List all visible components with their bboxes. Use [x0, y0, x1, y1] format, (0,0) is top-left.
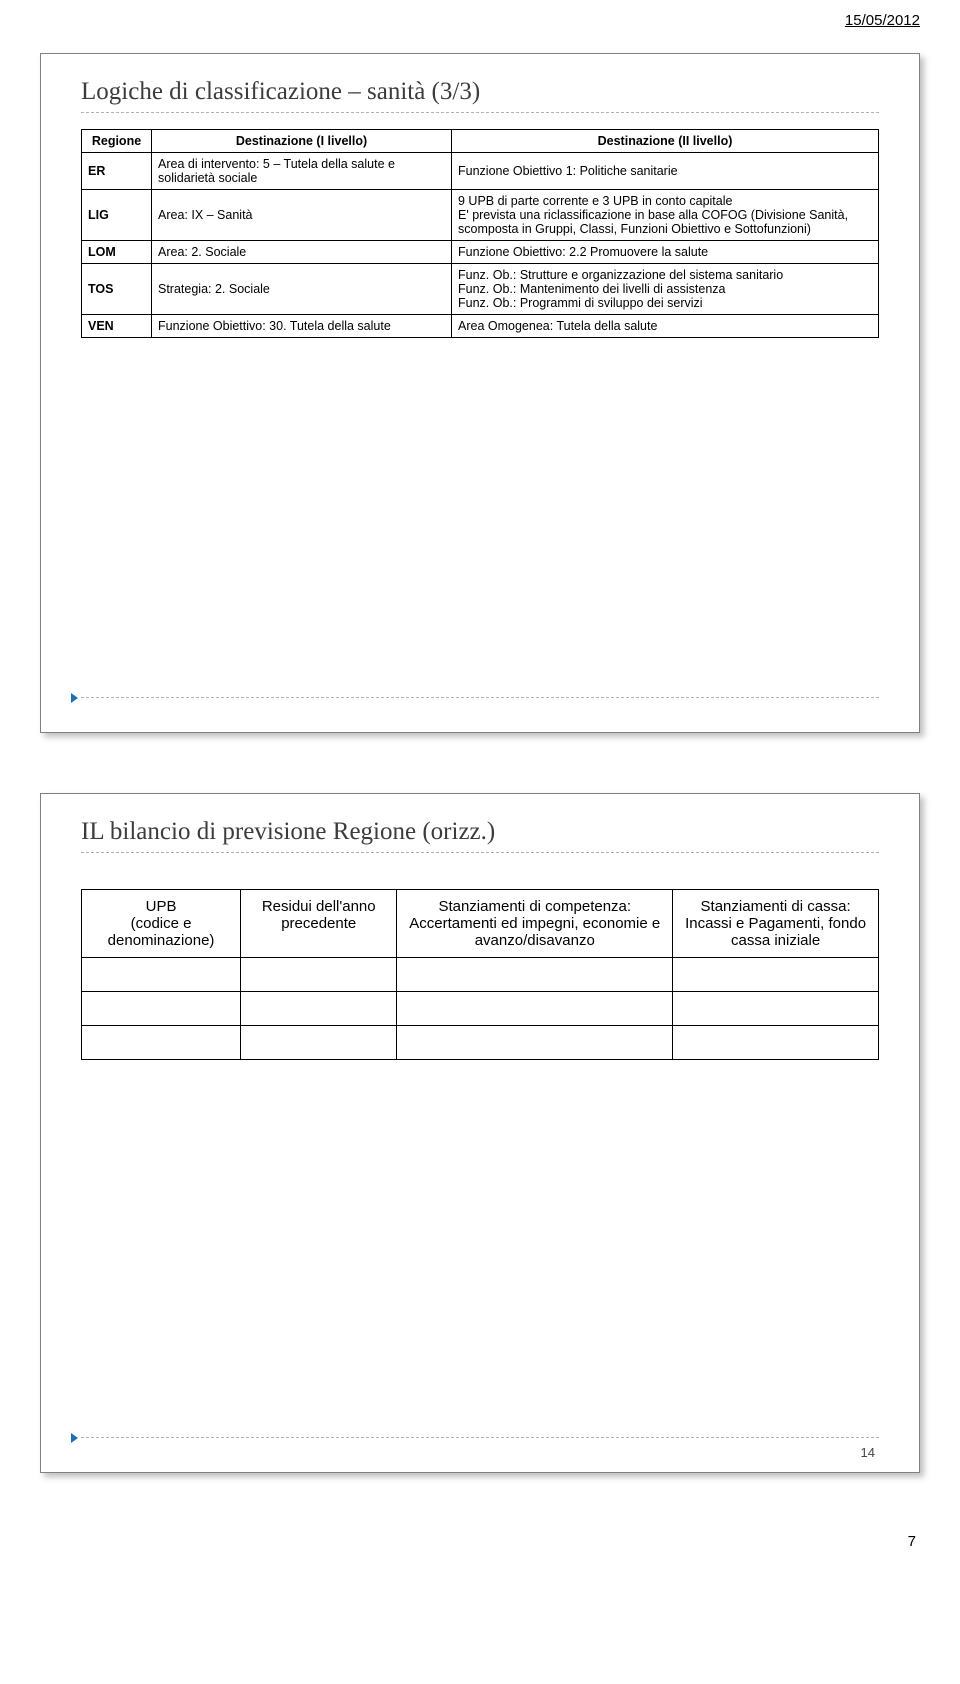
- divider-bottom: [81, 697, 879, 698]
- table-row: [82, 992, 879, 1026]
- budget-table: UPB(codice e denominazione)Residui dell'…: [81, 889, 879, 1060]
- cell-dest1: Area: IX – Sanità: [152, 190, 452, 241]
- col-header: Residui dell'anno precedente: [241, 890, 397, 958]
- cell-region: LOM: [82, 241, 152, 264]
- divider: [81, 112, 879, 113]
- slide-number: 14: [861, 1445, 875, 1460]
- slide-1: Logiche di classificazione – sanità (3/3…: [40, 53, 920, 733]
- table-row: ERArea di intervento: 5 – Tutela della s…: [82, 153, 879, 190]
- divider-bottom: [81, 1437, 879, 1438]
- col-header: Stanziamenti di cassa:Incassi e Pagament…: [673, 890, 879, 958]
- cell-dest1: Strategia: 2. Sociale: [152, 264, 452, 315]
- col-dest1: Destinazione (I livello): [152, 130, 452, 153]
- cell-dest1: Area: 2. Sociale: [152, 241, 452, 264]
- table-row: VENFunzione Obiettivo: 30. Tutela della …: [82, 315, 879, 338]
- bullet-icon: [71, 693, 78, 703]
- bullet-icon: [71, 1433, 78, 1443]
- cell-dest2: Area Omogenea: Tutela della salute: [452, 315, 879, 338]
- table-row: [82, 1026, 879, 1060]
- table-row: LIGArea: IX – Sanità9 UPB di parte corre…: [82, 190, 879, 241]
- cell-dest1: Area di intervento: 5 – Tutela della sal…: [152, 153, 452, 190]
- table-row: [82, 958, 879, 992]
- cell-dest2: Funzione Obiettivo: 2.2 Promuovere la sa…: [452, 241, 879, 264]
- table-row: LOMArea: 2. SocialeFunzione Obiettivo: 2…: [82, 241, 879, 264]
- slide-1-title: Logiche di classificazione – sanità (3/3…: [81, 78, 879, 106]
- col-dest2: Destinazione (II livello): [452, 130, 879, 153]
- page-date: 15/05/2012: [0, 0, 960, 33]
- table-row: TOSStrategia: 2. SocialeFunz. Ob.: Strut…: [82, 264, 879, 315]
- slide-2-title: IL bilancio di previsione Regione (orizz…: [81, 818, 879, 846]
- cell-region: ER: [82, 153, 152, 190]
- cell-dest1: Funzione Obiettivo: 30. Tutela della sal…: [152, 315, 452, 338]
- cell-region: TOS: [82, 264, 152, 315]
- cell-dest2: Funzione Obiettivo 1: Politiche sanitari…: [452, 153, 879, 190]
- divider: [81, 852, 879, 853]
- cell-region: VEN: [82, 315, 152, 338]
- page-number: 7: [0, 1533, 960, 1560]
- col-header: UPB(codice e denominazione): [82, 890, 241, 958]
- slide-2: IL bilancio di previsione Regione (orizz…: [40, 793, 920, 1473]
- cell-region: LIG: [82, 190, 152, 241]
- cell-dest2: 9 UPB di parte corrente e 3 UPB in conto…: [452, 190, 879, 241]
- col-header: Stanziamenti di competenza:Accertamenti …: [397, 890, 673, 958]
- classification-table: Regione Destinazione (I livello) Destina…: [81, 129, 879, 338]
- col-region: Regione: [82, 130, 152, 153]
- cell-dest2: Funz. Ob.: Strutture e organizzazione de…: [452, 264, 879, 315]
